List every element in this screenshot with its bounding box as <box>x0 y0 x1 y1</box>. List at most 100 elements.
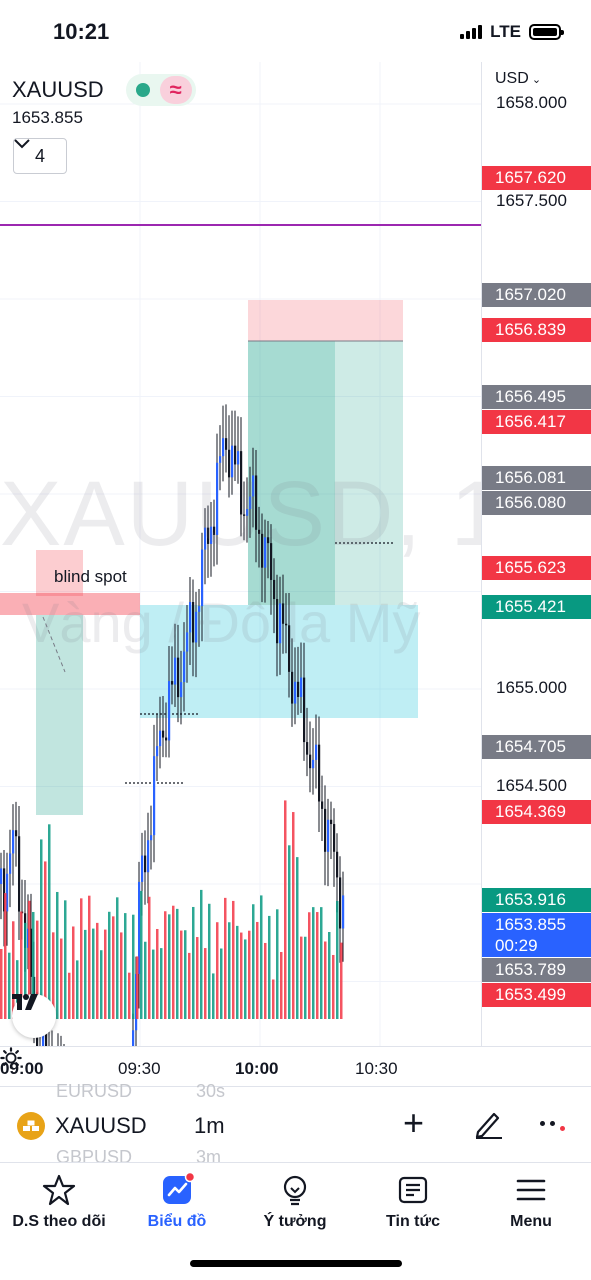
volume-bar <box>188 952 191 1019</box>
volume-bar <box>204 948 207 1019</box>
data-delay-icon[interactable]: ≈ <box>159 76 192 104</box>
volume-bar <box>208 903 211 1019</box>
candle-body <box>321 801 324 809</box>
volume-bar <box>52 932 55 1019</box>
drawing-pen-icon[interactable] <box>472 1108 504 1140</box>
candle-body <box>207 527 210 544</box>
chart-annotation-text[interactable]: blind spot <box>54 567 127 586</box>
blind-spot-zone <box>0 593 140 615</box>
volume-bar <box>92 928 95 1019</box>
legend-price: 1653.855 <box>12 108 83 127</box>
candle-body <box>252 475 255 497</box>
candle-body <box>309 754 312 769</box>
candle-body <box>195 611 198 643</box>
bar-countdown: 00:29 <box>495 936 538 956</box>
nav-item-lightbulb[interactable]: Ý tưởng <box>236 1173 354 1231</box>
candle-body <box>237 451 240 465</box>
nav-item-news[interactable]: Tin tức <box>354 1173 472 1231</box>
candle-body <box>228 449 231 478</box>
more-options-icon[interactable] <box>540 1121 565 1131</box>
volume-bar <box>312 907 315 1019</box>
volume-bar <box>132 914 135 1019</box>
volume-bar <box>176 908 179 1019</box>
candle-body <box>198 606 201 612</box>
short-stop-zone <box>248 300 403 341</box>
time-axis[interactable]: 09:00 09:30 10:00 10:30 <box>0 1046 591 1086</box>
candle-body <box>222 438 225 457</box>
volume-bar <box>104 929 107 1019</box>
volume-bar <box>248 930 251 1019</box>
price-tag: 1657.620 <box>482 166 591 191</box>
candle-body <box>327 819 330 852</box>
volume-bar <box>244 939 247 1019</box>
volume-bar <box>100 950 103 1019</box>
status-bar: 10:21 LTE <box>0 0 591 62</box>
price-tag: 1654.369 <box>482 800 591 825</box>
candle-body <box>156 746 159 757</box>
legend-symbol[interactable]: XAUUSD <box>12 77 104 102</box>
price-chart[interactable] <box>0 62 481 1046</box>
nav-item-chart[interactable]: Biểu đồ <box>118 1173 236 1231</box>
volume-bar <box>12 921 15 1019</box>
chart-area[interactable]: XAUUSD, 1 Vàng / Đô la Mỹ XAUUSD ≈ 1653.… <box>0 62 591 1086</box>
candle-body <box>255 475 258 530</box>
nav-item-menu[interactable]: Menu <box>472 1173 590 1231</box>
candle-body <box>324 808 327 852</box>
volume-bar <box>300 936 303 1019</box>
price-tag: 1655.623 <box>482 555 591 580</box>
volume-bar <box>72 926 75 1019</box>
nav-label: Tin tức <box>386 1213 440 1230</box>
volume-bar <box>196 937 199 1019</box>
indicators-toggle-button[interactable]: 4 <box>13 138 67 174</box>
candle-body <box>216 462 219 535</box>
price-axis[interactable]: USD ⌄ 1658.000 1657.500 1655.000 1654.500 16… <box>481 62 591 1079</box>
home-indicator <box>190 1260 402 1267</box>
volume-bar <box>172 905 175 1019</box>
volume-bar <box>340 942 343 1019</box>
settings-gear-icon[interactable] <box>0 1047 22 1069</box>
volume-bar <box>288 845 291 1019</box>
candle-body <box>3 868 6 912</box>
volume-bar <box>316 912 319 1019</box>
time-axis-label: 09:00 <box>0 1059 44 1078</box>
volume-bar <box>216 922 219 1019</box>
candle-body <box>306 742 309 755</box>
currency-select[interactable]: USD ⌄ <box>495 70 541 88</box>
chart-icon <box>163 1173 194 1204</box>
add-compare-icon[interactable]: + <box>403 1102 425 1143</box>
ghost-symbol-top: EURUSD <box>56 1081 133 1101</box>
candle-body <box>174 657 177 685</box>
price-tag: 1656.080 <box>482 491 591 516</box>
candle-body <box>234 445 237 465</box>
volume-bar <box>36 920 39 1019</box>
volume-bar <box>200 889 203 1019</box>
chart-legend[interactable]: XAUUSD ≈ <box>12 74 196 106</box>
tradingview-logo-icon[interactable] <box>12 994 56 1038</box>
candle-body <box>261 533 264 568</box>
symbol-toolbar: EURUSD 30s GBPUSD 3m XAUUSD 1m + <box>0 1081 591 1167</box>
volume-bar <box>8 952 11 1019</box>
candle-body <box>141 855 144 882</box>
volume-bar <box>324 941 327 1019</box>
candle-body <box>330 819 333 825</box>
candle-body <box>12 830 15 854</box>
symbol-button[interactable]: XAUUSD <box>55 1113 147 1138</box>
volume-bar <box>68 972 71 1019</box>
status-time: 10:21 <box>53 19 110 44</box>
nav-item-star[interactable]: D.S theo dõi <box>0 1173 118 1231</box>
lightbulb-icon <box>283 1175 307 1206</box>
volume-bar <box>212 973 215 1019</box>
current-price-tag: 1653.855 00:29 <box>482 913 591 958</box>
candle-body <box>219 456 222 463</box>
candle-body <box>132 1030 135 1046</box>
interval-button[interactable]: 1m <box>194 1113 225 1138</box>
chevron-down-icon: ⌄ <box>528 74 542 86</box>
candle-body <box>240 451 243 515</box>
price-axis-label: 1655.000 <box>496 678 567 697</box>
candle-body <box>291 671 294 704</box>
candle-body <box>276 599 279 644</box>
legend-status-pills[interactable]: ≈ <box>125 74 196 106</box>
volume-bar <box>180 930 183 1019</box>
candle-body <box>159 730 162 747</box>
candle-body <box>339 877 342 929</box>
